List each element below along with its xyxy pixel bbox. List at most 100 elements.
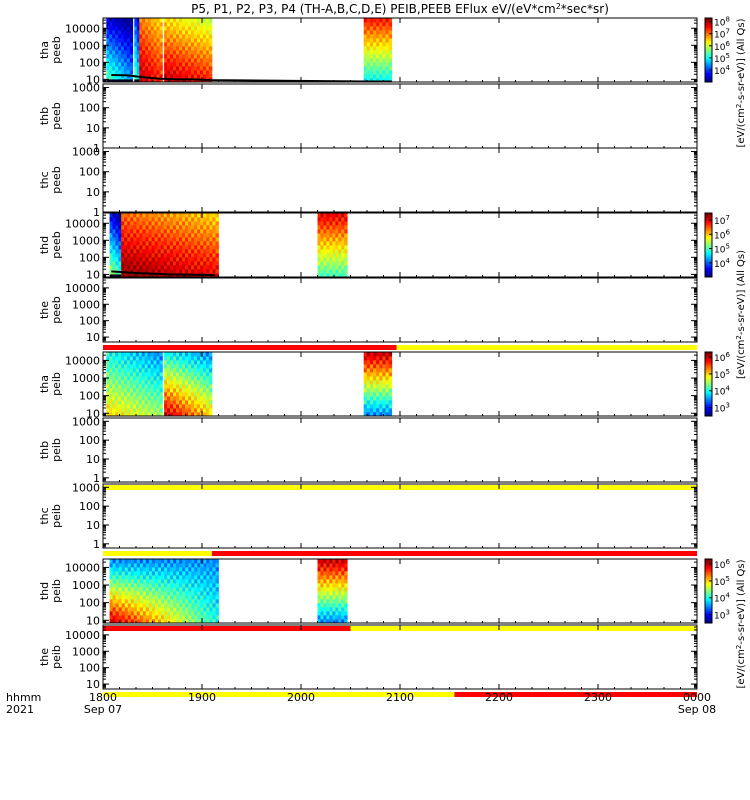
spectrogram-cell xyxy=(135,412,140,417)
spectrogram-cell xyxy=(202,22,207,27)
spectrogram-cell xyxy=(341,583,345,588)
spectrogram-cell xyxy=(133,257,137,262)
spectrogram-cell xyxy=(139,575,144,580)
spectrogram-cell xyxy=(112,368,116,373)
spectrogram-cell xyxy=(323,611,327,616)
spectrogram-cell xyxy=(170,571,174,576)
colorbar-swatch xyxy=(705,230,712,233)
spectrogram-cell xyxy=(341,587,345,592)
spectrogram-cell xyxy=(121,380,125,385)
spectrogram-cell xyxy=(115,575,119,580)
spectrogram-cell xyxy=(382,66,386,71)
spectrogram-cell xyxy=(173,400,177,405)
spectrogram-cell xyxy=(139,607,144,612)
spectrogram-cell xyxy=(145,217,149,222)
spectrogram-cell xyxy=(150,368,154,373)
spectrogram-cell xyxy=(185,396,189,401)
spectrogram-cell xyxy=(188,384,192,389)
spectrogram-cell xyxy=(109,245,113,250)
spectrogram-cell xyxy=(332,611,336,616)
spectrogram-cell xyxy=(366,78,371,83)
colorbar-swatch xyxy=(705,594,712,597)
spectrogram-cell xyxy=(106,400,110,405)
spectrogram-cell xyxy=(115,607,119,612)
spectrogram-cell xyxy=(363,54,368,59)
spectrogram-cell xyxy=(317,575,321,580)
spectrogram-cell xyxy=(206,245,210,250)
spectrogram-cell xyxy=(176,50,180,55)
spectrogram-cell xyxy=(182,615,186,620)
spectrogram-cell xyxy=(185,58,189,63)
spectrogram-cell xyxy=(185,607,189,612)
spectrogram-cell xyxy=(118,607,123,612)
spectrogram-cell xyxy=(118,356,122,361)
spectrogram-cell xyxy=(185,62,189,67)
spectrogram-cell xyxy=(344,257,348,262)
spectrogram-cell xyxy=(176,591,180,596)
spectrogram-cell xyxy=(139,567,144,572)
spectrogram-cell xyxy=(326,559,330,564)
spectrogram-cell xyxy=(185,38,189,43)
spectrogram-cell xyxy=(188,615,192,620)
panel-species-label: peeb xyxy=(50,102,63,130)
spectrogram-cell xyxy=(134,30,138,35)
spectrogram-cell xyxy=(112,376,116,381)
spectrogram-cell xyxy=(191,575,195,580)
colorbar-swatch xyxy=(705,565,712,568)
panel-probe-label: thd xyxy=(38,582,51,600)
spectrogram-cell xyxy=(133,567,138,572)
spectrogram-cell xyxy=(320,575,324,580)
spectrogram-cell xyxy=(106,364,110,369)
spectrogram-cell xyxy=(388,352,393,357)
spectrogram-cell xyxy=(139,619,144,624)
spectrogram-cell xyxy=(155,571,159,576)
spectrogram-cell xyxy=(202,18,207,23)
spectrogram-cell xyxy=(208,380,213,385)
spectrogram-cell xyxy=(158,611,162,616)
spectrogram-cell xyxy=(145,611,150,616)
spectrogram-cell xyxy=(332,253,336,258)
spectrogram-cell xyxy=(379,376,383,381)
spectrogram-cell xyxy=(332,591,336,596)
spectrogram-cell xyxy=(173,46,177,51)
spectrogram-cell xyxy=(332,607,336,612)
colorbar-swatch xyxy=(705,251,712,254)
spectrogram-cell xyxy=(341,607,345,612)
spectrogram-cell xyxy=(188,237,192,242)
colorbar-swatch xyxy=(705,571,712,574)
spectrogram-cell xyxy=(182,213,186,218)
spectrogram-cell xyxy=(157,237,162,242)
spectrogram-cell xyxy=(197,603,201,608)
spectrogram-cell xyxy=(126,34,131,39)
colorbar-swatch xyxy=(705,364,712,367)
spectrogram-cell xyxy=(366,392,371,397)
spectrogram-cell xyxy=(112,257,116,262)
spectrogram-cell xyxy=(191,229,195,234)
spectrogram-cell xyxy=(335,587,339,592)
spectrogram-cell xyxy=(335,611,339,616)
spectrogram-cell xyxy=(126,58,131,63)
spectrogram-cell xyxy=(385,400,389,405)
spectrogram-cell xyxy=(379,352,383,357)
spectrogram-cell xyxy=(323,615,327,620)
spectrogram-cell xyxy=(164,400,168,405)
spectrogram-cell xyxy=(199,356,204,361)
spectrogram-cell xyxy=(194,380,198,385)
spectrogram-cell xyxy=(194,249,198,254)
spectrogram-cell xyxy=(156,74,160,79)
spectrogram-cell xyxy=(369,74,374,79)
spectrogram-cell xyxy=(153,360,157,365)
spectrogram-cell xyxy=(109,54,113,59)
colorbar-swatch xyxy=(705,37,712,40)
spectrogram-cell xyxy=(156,360,160,365)
spectrogram-cell xyxy=(118,563,123,568)
colorbar-swatch xyxy=(705,45,712,48)
spectrogram-cell xyxy=(196,368,201,373)
spectrogram-cell xyxy=(139,217,143,222)
spectrogram-cell xyxy=(382,380,386,385)
spectrogram-cell xyxy=(136,34,140,39)
colorbar-swatch xyxy=(705,355,712,358)
spectrogram-cell xyxy=(205,368,210,373)
spectrogram-cell xyxy=(129,384,134,389)
spectrogram-cell xyxy=(161,575,165,580)
